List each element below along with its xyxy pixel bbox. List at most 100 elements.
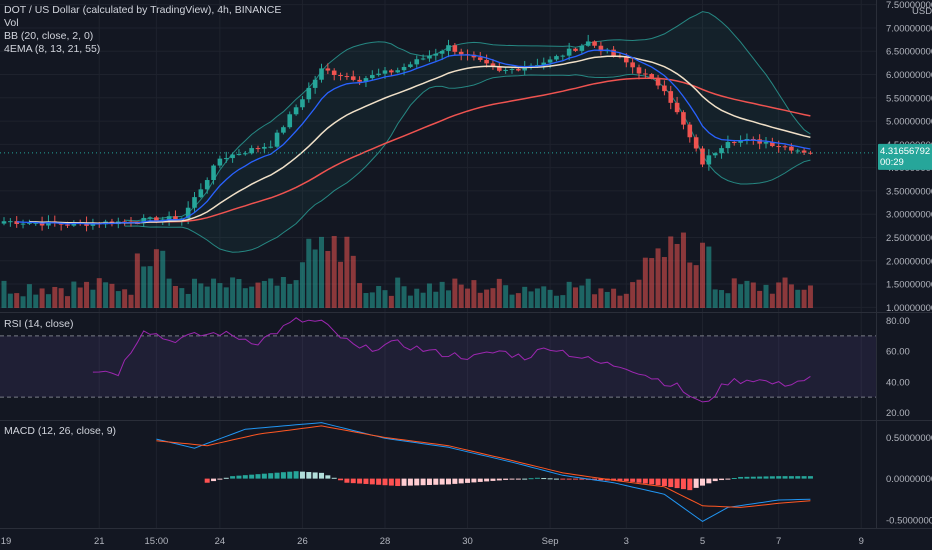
macd-histogram-bar[interactable] [376, 478, 382, 485]
candle-body[interactable] [731, 142, 737, 144]
macd-histogram-bar[interactable] [299, 471, 305, 479]
macd-histogram-bar[interactable] [807, 476, 813, 479]
candle-body[interactable] [744, 139, 750, 141]
macd-histogram-bar[interactable] [293, 471, 299, 479]
candle-body[interactable] [65, 224, 70, 226]
candle-body[interactable] [382, 70, 388, 74]
volume-bar[interactable] [312, 249, 318, 308]
macd-pane[interactable] [156, 422, 813, 522]
candle-body[interactable] [306, 87, 312, 100]
volume-bar[interactable] [757, 290, 763, 308]
candle-body[interactable] [681, 112, 686, 125]
volume-bar[interactable] [141, 266, 147, 308]
volume-bar[interactable] [553, 295, 559, 308]
candle-body[interactable] [236, 154, 242, 156]
macd-histogram-bar[interactable] [763, 476, 769, 479]
candle-body[interactable] [655, 77, 661, 86]
volume-bar[interactable] [45, 294, 51, 308]
candle-body[interactable] [636, 67, 642, 74]
candle-body[interactable] [700, 148, 705, 165]
candle-body[interactable] [262, 146, 267, 149]
volume-bar[interactable] [649, 258, 655, 308]
volume-bar[interactable] [547, 289, 553, 308]
candle-body[interactable] [287, 114, 293, 128]
macd-histogram-bar[interactable] [261, 473, 267, 479]
volume-bar[interactable] [661, 257, 667, 308]
volume-bar[interactable] [268, 278, 274, 308]
volume-bar[interactable] [217, 283, 223, 308]
candle-body[interactable] [712, 153, 718, 156]
volume-bar[interactable] [357, 283, 363, 308]
volume-bar[interactable] [566, 281, 572, 308]
macd-histogram-bar[interactable] [230, 476, 236, 479]
candle-body[interactable] [154, 217, 159, 222]
candle-body[interactable] [166, 216, 172, 220]
volume-bar[interactable] [58, 288, 64, 308]
candle-body[interactable] [490, 63, 496, 67]
macd-histogram-bar[interactable] [655, 478, 661, 486]
macd-histogram-bar[interactable] [280, 472, 286, 479]
candle-body[interactable] [706, 155, 712, 165]
candle-body[interactable] [331, 70, 337, 75]
candle-body[interactable] [693, 137, 699, 149]
volume-bar[interactable] [280, 276, 286, 308]
candle-body[interactable] [566, 48, 572, 56]
volume-bar[interactable] [230, 277, 236, 308]
macd-histogram-bar[interactable] [623, 478, 629, 482]
candle-body[interactable] [325, 68, 331, 71]
macd-histogram-bar[interactable] [801, 476, 807, 479]
volume-bar[interactable] [719, 290, 725, 308]
volume-bar[interactable] [65, 296, 70, 308]
volume-bar[interactable] [471, 280, 477, 308]
volume-bar[interactable] [223, 287, 229, 308]
volume-bar[interactable] [573, 287, 578, 308]
candle-body[interactable] [585, 41, 591, 46]
volume-bar[interactable] [452, 278, 458, 308]
volume-bar[interactable] [458, 284, 464, 308]
ema21-line[interactable] [29, 55, 811, 224]
candle-body[interactable] [319, 68, 324, 80]
candle-body[interactable] [27, 222, 32, 224]
volume-bar[interactable] [26, 284, 32, 308]
macd-histogram-bar[interactable] [490, 478, 496, 481]
candle-body[interactable] [503, 69, 508, 71]
macd-histogram-bar[interactable] [477, 478, 483, 482]
volume-bar[interactable] [509, 294, 515, 308]
volume-bar[interactable] [274, 285, 280, 308]
candle-body[interactable] [20, 223, 26, 225]
macd-histogram-bar[interactable] [363, 478, 369, 484]
volume-bar[interactable] [522, 286, 528, 308]
macd-histogram-bar[interactable] [426, 478, 432, 485]
volume-bar[interactable] [90, 289, 96, 308]
macd-histogram-bar[interactable] [433, 478, 439, 485]
candle-body[interactable] [370, 75, 375, 79]
macd-histogram-bar[interactable] [369, 478, 375, 485]
volume-bar[interactable] [122, 289, 128, 308]
candle-body[interactable] [497, 66, 502, 71]
macd-histogram-bar[interactable] [522, 478, 528, 480]
candle-body[interactable] [8, 221, 13, 223]
symbol-title[interactable]: DOT / US Dollar (calculated by TradingVi… [4, 4, 282, 16]
macd-histogram-bar[interactable] [719, 478, 725, 481]
macd-histogram-bar[interactable] [503, 478, 509, 480]
macd-histogram-bar[interactable] [592, 478, 598, 481]
volume-bar[interactable] [204, 286, 210, 308]
volume-bar[interactable] [388, 295, 394, 308]
candle-body[interactable] [484, 59, 489, 64]
volume-bar[interactable] [420, 292, 426, 308]
candle-body[interactable] [281, 127, 286, 133]
macd-histogram-bar[interactable] [446, 478, 451, 485]
macd-histogram-bar[interactable] [553, 478, 559, 480]
macd-histogram-bar[interactable] [649, 478, 655, 485]
macd-histogram-bar[interactable] [579, 478, 585, 480]
volume-bar[interactable] [331, 235, 337, 308]
volume-bar[interactable] [236, 279, 242, 308]
macd-histogram-bar[interactable] [788, 476, 794, 479]
candle-body[interactable] [204, 180, 210, 190]
macd-histogram-bar[interactable] [401, 478, 407, 486]
volume-bar[interactable] [782, 277, 788, 308]
candle-body[interactable] [763, 142, 769, 144]
rsi-line[interactable] [92, 317, 811, 403]
candle-body[interactable] [268, 146, 273, 148]
